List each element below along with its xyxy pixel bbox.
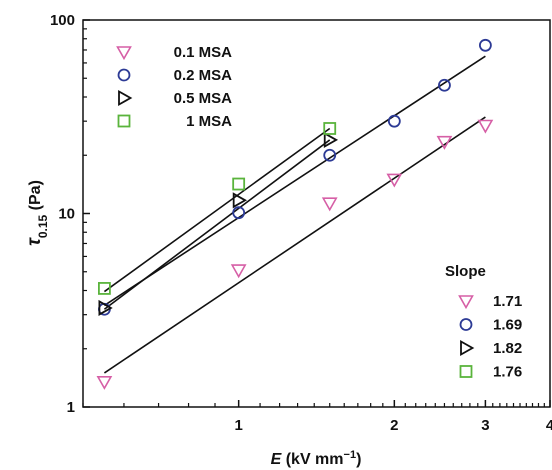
slope-value: 1.82 (493, 340, 522, 357)
data-point (96, 375, 113, 390)
data-point (321, 197, 338, 212)
fit-line (103, 55, 486, 307)
fit-lines (103, 55, 486, 374)
data-point (232, 177, 246, 191)
x-axis-label: E (kV mm−1) (271, 449, 362, 468)
data-point (230, 264, 247, 279)
data-point (438, 78, 451, 92)
legend-label: 1 MSA (186, 113, 232, 130)
fit-line (103, 127, 331, 293)
y-tick-label: 10 (58, 206, 75, 223)
data-point (323, 122, 337, 135)
legend-marker (116, 46, 132, 61)
legend-label: 0.1 MSA (174, 44, 233, 61)
slope-legend-marker (459, 318, 473, 331)
data-point (323, 131, 339, 148)
data-point (98, 282, 111, 295)
slope-value: 1.76 (493, 364, 522, 381)
legend-label: 0.5 MSA (174, 90, 233, 107)
slope-legend-title: Slope (445, 263, 486, 280)
plot-frame (82, 19, 551, 408)
data-point (477, 119, 494, 134)
data-points (96, 38, 494, 390)
axis-ticks: 1 2 3 4 1 10 100 (50, 12, 552, 434)
data-point (323, 148, 337, 162)
slope-legend-marker (460, 339, 475, 357)
legend: 0.1 MSA 0.2 MSA 0.5 MSA 1 MSA (116, 44, 233, 130)
fit-line (103, 116, 486, 374)
legend-marker (117, 68, 131, 82)
slope-value: 1.71 (493, 293, 522, 310)
data-point (436, 135, 453, 150)
y-axis-label: τ0.15 (Pa) (24, 180, 50, 246)
x-tick-label: 1 (234, 417, 242, 434)
slope-value: 1.69 (493, 317, 522, 334)
x-tick-label: 4 (546, 417, 552, 434)
data-point (232, 206, 246, 220)
data-point (386, 173, 403, 188)
data-point (232, 192, 247, 209)
slope-legend-marker (459, 365, 473, 378)
x-tick-label: 3 (481, 417, 489, 434)
data-point (387, 114, 401, 128)
x-tick-label: 2 (390, 417, 398, 434)
data-point (478, 38, 492, 52)
slope-legend: Slope 1.71 1.69 1.82 1.76 (445, 263, 522, 381)
data-point (98, 299, 113, 316)
fit-line (103, 139, 331, 310)
y-tick-label: 1 (67, 399, 75, 416)
legend-label: 0.2 MSA (174, 67, 233, 84)
legend-marker (118, 89, 133, 107)
y-tick-label: 100 (50, 12, 75, 29)
legend-marker (117, 114, 131, 128)
slope-legend-marker (458, 295, 474, 310)
